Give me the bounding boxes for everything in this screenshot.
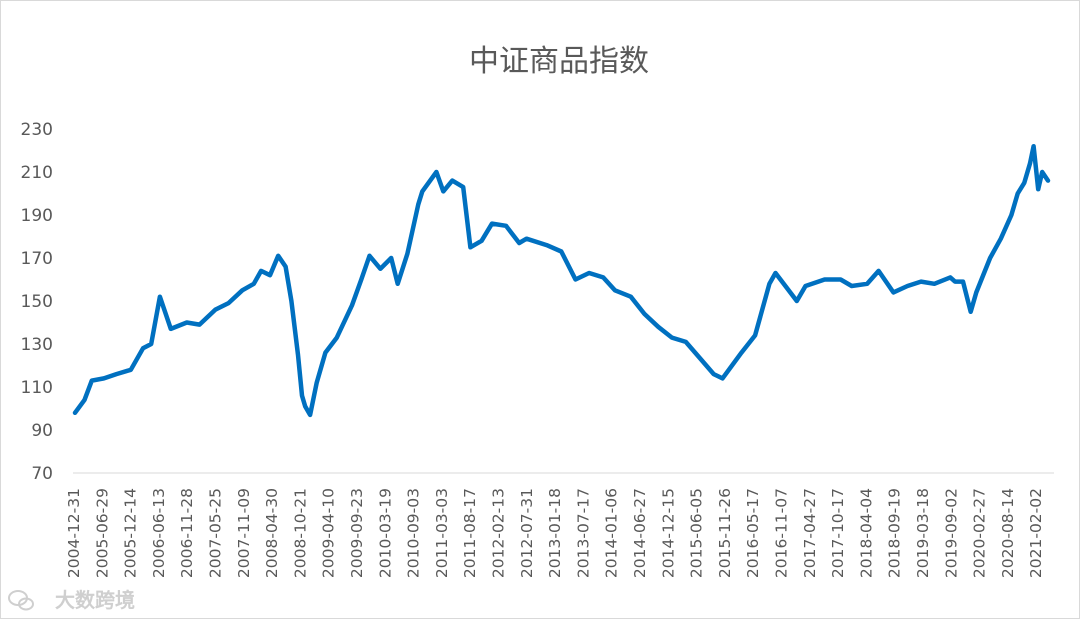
y-tick-label: 70	[31, 464, 53, 484]
series-layer	[72, 143, 1051, 418]
y-tick-label: 170	[21, 249, 53, 269]
x-tick-label: 2013-01-18	[546, 488, 564, 578]
x-tick-label: 2021-02-02	[1027, 488, 1045, 578]
y-tick-label: 90	[31, 421, 53, 441]
x-tick-label: 2015-06-05	[688, 488, 706, 578]
x-tick-label: 2004-12-31	[65, 488, 83, 578]
x-tick-label: 2011-03-03	[433, 488, 451, 578]
x-tick-label: 2008-10-21	[291, 488, 309, 578]
y-tick-label: 230	[21, 120, 53, 140]
watermark: 大数跨境	[8, 588, 135, 612]
x-tick-label: 2017-10-17	[829, 488, 847, 578]
x-tick-label: 2008-04-30	[263, 488, 281, 578]
watermark-text: 大数跨境	[55, 588, 135, 612]
x-axis: 2004-12-31 2005-06-29 2005-12-14 2006-06-13…	[65, 488, 1045, 578]
x-tick-label: 2018-04-04	[857, 488, 875, 578]
x-tick-label: 2016-05-17	[744, 488, 762, 578]
x-tick-label: 2016-11-07	[773, 488, 791, 578]
x-tick-label: 2013-07-17	[574, 488, 592, 578]
x-tick-label: 2006-11-28	[178, 488, 196, 578]
x-tick-label: 2020-02-27	[971, 488, 989, 578]
x-tick-label: 2020-08-14	[999, 488, 1017, 578]
x-tick-label: 2014-12-15	[659, 488, 677, 578]
wechat-logo-icon	[8, 590, 34, 611]
y-tick-label: 150	[21, 292, 53, 312]
x-tick-label: 2007-05-25	[207, 488, 225, 578]
y-axis: 70 90 110 130 150 170 190 210 230	[21, 120, 53, 484]
x-tick-label: 2018-09-19	[886, 488, 904, 578]
x-tick-label: 2005-12-14	[122, 488, 140, 578]
series-line	[72, 143, 1051, 418]
y-tick-label: 210	[21, 163, 53, 183]
y-tick-label: 110	[21, 378, 53, 398]
x-tick-label: 2012-02-13	[490, 488, 508, 578]
x-tick-label: 2014-01-06	[603, 488, 621, 578]
x-tick-label: 2019-03-18	[914, 488, 932, 578]
x-tick-label: 2014-06-27	[631, 488, 649, 578]
x-tick-label: 2011-08-17	[461, 488, 479, 578]
y-tick-label: 130	[21, 335, 53, 355]
x-tick-label: 2006-06-13	[150, 488, 168, 578]
y-tick-label: 190	[21, 206, 53, 226]
x-tick-label: 2010-09-03	[405, 488, 423, 578]
x-tick-label: 2009-09-23	[348, 488, 366, 578]
x-tick-label: 2009-04-10	[320, 488, 338, 578]
x-tick-label: 2012-07-31	[518, 488, 536, 578]
x-tick-label: 2007-11-09	[235, 488, 253, 578]
x-tick-label: 2005-06-29	[93, 488, 111, 578]
x-tick-label: 2017-04-27	[801, 488, 819, 578]
x-tick-label: 2015-11-26	[716, 488, 734, 578]
x-tick-label: 2019-09-02	[942, 488, 960, 578]
chart-title: 中证商品指数	[469, 44, 649, 79]
x-tick-label: 2010-03-19	[376, 488, 394, 578]
